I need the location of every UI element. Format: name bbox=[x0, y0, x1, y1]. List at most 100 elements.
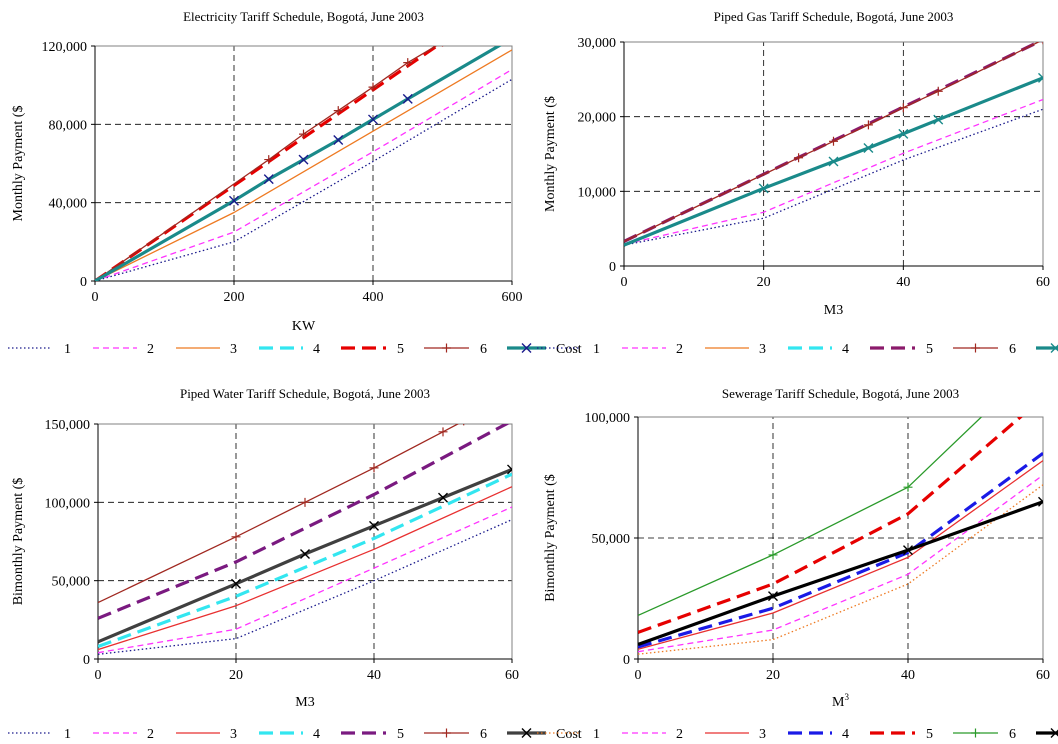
x-tick-label: 0 bbox=[635, 668, 642, 683]
legend-label-2: 2 bbox=[147, 727, 154, 742]
series-point-6 bbox=[369, 463, 379, 473]
x-tick-label: 20 bbox=[757, 275, 771, 290]
x-axis-label: M3 bbox=[832, 692, 849, 710]
y-tick-label: 80,000 bbox=[49, 118, 88, 133]
series-line-4 bbox=[98, 472, 512, 649]
series-point-cost bbox=[402, 93, 413, 104]
series-point-cost bbox=[298, 154, 309, 165]
legend: 1 2 3 4 5 6 Cost bbox=[537, 727, 1058, 742]
y-tick-label: 50,000 bbox=[592, 532, 631, 547]
series-line-cost bbox=[95, 46, 502, 281]
legend-marker bbox=[971, 728, 980, 738]
series-line-1 bbox=[638, 484, 1043, 655]
series-line-1 bbox=[624, 108, 1043, 246]
legend-label-4: 4 bbox=[313, 342, 320, 357]
x-tick-label: 600 bbox=[502, 290, 523, 305]
legend-label-1: 1 bbox=[64, 342, 71, 357]
series-line-3 bbox=[95, 49, 512, 281]
y-tick-label: 100,000 bbox=[585, 411, 631, 426]
legend-label-2: 2 bbox=[676, 342, 683, 357]
legend-marker bbox=[1050, 728, 1058, 738]
series-point-6 bbox=[299, 129, 308, 139]
chart-title: Piped Water Tariff Schedule, Bogotá, Jun… bbox=[180, 386, 430, 401]
series-point-cost bbox=[933, 114, 944, 125]
legend-label-6: 6 bbox=[480, 727, 487, 742]
series-point-6 bbox=[933, 86, 943, 96]
x-axis-label: M3 bbox=[295, 695, 314, 710]
legend-marker bbox=[521, 343, 532, 353]
x-tick-label: 40 bbox=[901, 668, 915, 683]
y-tick-label: 20,000 bbox=[578, 111, 617, 126]
legend-marker bbox=[1050, 343, 1058, 353]
chart-panel-1: Electricity Tariff Schedule, Bogotá, Jun… bbox=[8, 9, 582, 357]
series-line-cost bbox=[98, 467, 512, 644]
series-point-cost bbox=[863, 143, 874, 154]
legend-label-5: 5 bbox=[926, 727, 933, 742]
series-point-6 bbox=[898, 103, 908, 113]
legend-marker bbox=[442, 343, 451, 353]
series-line-2 bbox=[95, 68, 512, 281]
legend-label-5: 5 bbox=[926, 342, 933, 357]
series-point-6 bbox=[829, 136, 838, 146]
legend-label-3: 3 bbox=[759, 342, 766, 357]
series-point-cost bbox=[333, 135, 344, 145]
y-tick-label: 120,000 bbox=[42, 40, 88, 55]
y-axis-label: Monthly Payment ($ bbox=[11, 106, 26, 222]
y-tick-label: 0 bbox=[80, 275, 87, 290]
legend-label-2: 2 bbox=[147, 342, 154, 357]
legend-label-4: 4 bbox=[842, 342, 849, 357]
series-point-cost bbox=[300, 549, 310, 560]
series-line-1 bbox=[98, 519, 512, 655]
legend-marker bbox=[521, 728, 532, 738]
y-tick-label: 40,000 bbox=[49, 197, 88, 212]
series-line-2 bbox=[98, 506, 512, 654]
series-point-cost bbox=[1038, 496, 1043, 507]
legend-label-cost: Cost bbox=[556, 727, 582, 742]
y-axis-label: Bimonthly Payment ($ bbox=[543, 474, 558, 602]
y-tick-label: 100,000 bbox=[45, 496, 91, 511]
legend-label-cost: Cost bbox=[556, 342, 582, 357]
x-axis-label: KW bbox=[292, 319, 316, 334]
legend-label-2: 2 bbox=[676, 727, 683, 742]
legend-label-6: 6 bbox=[1009, 727, 1016, 742]
series-line-6 bbox=[638, 417, 983, 616]
series-point-6 bbox=[985, 405, 994, 414]
x-axis-label: M3 bbox=[824, 303, 843, 318]
series-point-cost bbox=[507, 464, 512, 475]
legend-label-3: 3 bbox=[230, 342, 237, 357]
legend-label-1: 1 bbox=[593, 727, 600, 742]
y-tick-label: 50,000 bbox=[52, 575, 91, 590]
x-tick-label: 40 bbox=[367, 668, 381, 683]
series-point-cost bbox=[758, 183, 769, 194]
legend-marker bbox=[971, 343, 980, 353]
x-tick-label: 200 bbox=[224, 290, 245, 305]
series-line-3 bbox=[638, 460, 1043, 650]
series-point-6 bbox=[794, 153, 804, 163]
series-line-2 bbox=[638, 474, 1043, 653]
series-point-cost bbox=[1038, 72, 1043, 83]
legend-label-6: 6 bbox=[480, 342, 487, 357]
legend-label-3: 3 bbox=[230, 727, 237, 742]
series-point-cost bbox=[903, 545, 913, 556]
series-line-5 bbox=[98, 424, 510, 620]
y-tick-label: 150,000 bbox=[45, 418, 91, 433]
x-tick-label: 60 bbox=[505, 668, 519, 683]
series-line-4 bbox=[638, 452, 1043, 649]
plot-area bbox=[95, 34, 517, 281]
legend-label-4: 4 bbox=[842, 727, 849, 742]
legend: 1 2 3 4 5 6 Cost bbox=[537, 342, 1058, 357]
plot-area bbox=[638, 405, 1043, 655]
y-axis-label: Bimonthly Payment ($ bbox=[11, 478, 26, 606]
legend-label-6: 6 bbox=[1009, 342, 1016, 357]
series-line-6 bbox=[98, 424, 460, 604]
x-tick-label: 60 bbox=[1036, 275, 1050, 290]
series-point-cost bbox=[508, 34, 517, 43]
series-point-cost bbox=[229, 195, 239, 206]
series-point-cost bbox=[898, 128, 909, 139]
chart-title: Sewerage Tariff Schedule, Bogotá, June 2… bbox=[722, 386, 959, 401]
series-point-6 bbox=[264, 155, 274, 165]
series-point-6 bbox=[438, 427, 448, 437]
y-tick-label: 30,000 bbox=[578, 36, 617, 51]
chart-title: Electricity Tariff Schedule, Bogotá, Jun… bbox=[183, 9, 424, 24]
